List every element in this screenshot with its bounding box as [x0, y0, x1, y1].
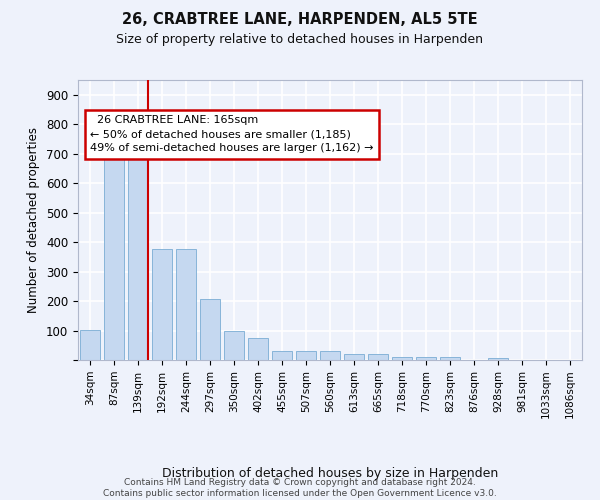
Bar: [440, 357, 460, 360]
Text: Contains HM Land Registry data © Crown copyright and database right 2024.
Contai: Contains HM Land Registry data © Crown c…: [103, 478, 497, 498]
Text: Size of property relative to detached houses in Harpenden: Size of property relative to detached ho…: [116, 32, 484, 46]
Bar: [416, 358, 436, 360]
Bar: [128, 152, 148, 360]
Bar: [488, 358, 508, 360]
Bar: [224, 332, 244, 360]
Text: 26 CRABTREE LANE: 165sqm
← 50% of detached houses are smaller (1,185)
49% of sem: 26 CRABTREE LANE: 165sqm ← 50% of detach…: [90, 116, 374, 154]
Bar: [152, 250, 172, 360]
Bar: [296, 350, 316, 360]
Bar: [272, 351, 292, 360]
Bar: [320, 350, 340, 360]
Bar: [248, 338, 268, 360]
Bar: [104, 152, 124, 360]
Y-axis label: Number of detached properties: Number of detached properties: [28, 127, 40, 313]
Bar: [392, 357, 412, 360]
Text: 26, CRABTREE LANE, HARPENDEN, AL5 5TE: 26, CRABTREE LANE, HARPENDEN, AL5 5TE: [122, 12, 478, 28]
Bar: [80, 330, 100, 360]
Bar: [176, 250, 196, 360]
Bar: [344, 354, 364, 360]
Bar: [368, 354, 388, 360]
Text: Distribution of detached houses by size in Harpenden: Distribution of detached houses by size …: [162, 467, 498, 480]
Bar: [200, 299, 220, 360]
